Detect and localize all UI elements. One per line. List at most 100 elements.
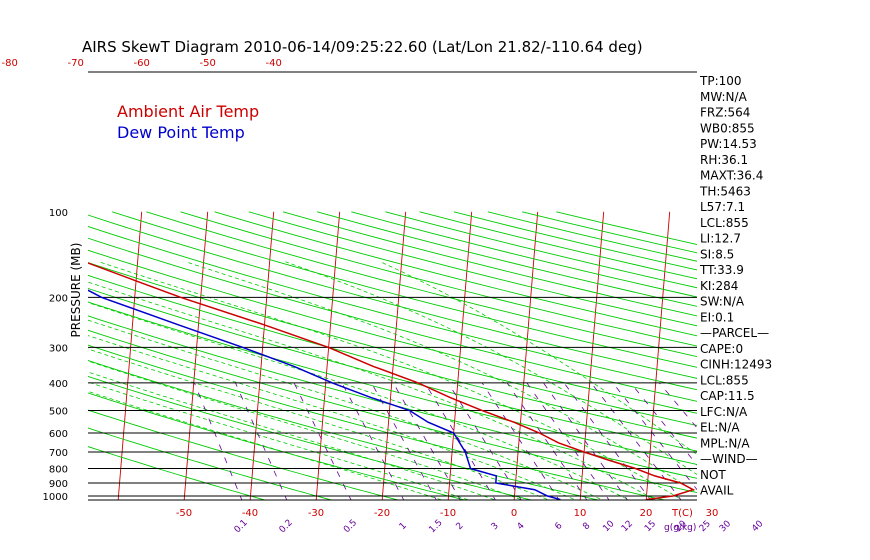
mixing-ratio-line: [630, 382, 697, 466]
index-value: TP:100: [699, 74, 742, 88]
legend-dewpoint: Dew Point Temp: [117, 123, 245, 142]
mixing-ratio-unit: g(g/kg): [664, 523, 696, 533]
dry-adiabat-line: [88, 344, 667, 500]
dry-adiabat-line: [88, 360, 600, 500]
mixing-ratio-tick-label: 6: [553, 521, 564, 532]
mixing-ratio-line: [563, 382, 652, 500]
mixing-ratio-tick-label: 25: [698, 519, 713, 534]
index-value: CAP:11.5: [700, 389, 755, 403]
dry-adiabat-line: [248, 211, 697, 327]
index-value: LFC:N/A: [700, 405, 748, 419]
bottom-temp-tick-label: -30: [308, 508, 324, 519]
mixing-ratio-tick-label: 12: [620, 519, 635, 534]
mixing-ratio-line: [612, 382, 697, 491]
pressure-tick-label: 400: [49, 379, 68, 390]
mixing-ratio-line: [341, 382, 405, 500]
mixing-ratio-line: [543, 382, 628, 500]
index-value: —WIND—: [700, 452, 758, 466]
index-value: —PARCEL—: [700, 326, 769, 340]
dry-adiabat-line: [88, 427, 333, 500]
chart-title: AIRS SkewT Diagram 2010-06-14/09:25:22.6…: [82, 38, 643, 56]
mixing-ratio-line: [371, 382, 437, 500]
legend-temp: Ambient Air Temp: [117, 102, 259, 121]
isotherm-line: [579, 211, 605, 500]
dry-adiabat-line: [88, 392, 467, 500]
index-value: MAXT:36.4: [700, 169, 763, 183]
mixing-ratio-tick-label: 15: [643, 519, 658, 534]
isotherm-line: [315, 211, 341, 500]
index-value: EI:0.1: [700, 310, 734, 324]
mixing-ratio-line: [659, 382, 697, 429]
y-axis-label: PRESSURE (MB): [69, 243, 83, 338]
bottom-temp-tick-label: -50: [176, 508, 192, 519]
temperature-profile-line: [88, 262, 696, 500]
isotherm-line: [249, 211, 275, 500]
mixing-ratio-tick-label: 2: [455, 521, 466, 532]
mixing-ratio-tick-label: 30: [718, 519, 733, 534]
dry-adiabat-line: [88, 287, 697, 452]
index-value: EL:N/A: [700, 421, 740, 435]
dry-adiabat-line: [487, 211, 697, 262]
index-value: RH:36.1: [700, 153, 748, 167]
isotherm-line: [381, 211, 407, 500]
dry-adiabat-line: [112, 211, 697, 368]
index-value: TH:5463: [699, 184, 751, 198]
bottom-temp-tick-label: 30: [706, 508, 719, 519]
index-value: CAPE:0: [700, 342, 743, 356]
mixing-ratio-tick-label: 3: [490, 521, 501, 532]
isotherm-line: [513, 211, 539, 500]
pressure-tick-label: 300: [49, 343, 68, 354]
index-value: LCL:855: [700, 216, 749, 230]
dry-adiabat-line: [88, 274, 697, 439]
dry-adiabat-line: [146, 211, 697, 358]
isotherm-line: [0, 212, 10, 502]
index-value: WB0:855: [700, 121, 755, 135]
dry-adiabat-line: [453, 211, 697, 271]
index-value: L57:7.1: [700, 200, 745, 214]
isotherm-line: [117, 211, 143, 500]
dry-adiabat-line: [88, 315, 697, 479]
mixing-ratio-line: [235, 382, 288, 500]
dry-adiabat-line: [88, 214, 697, 379]
profile-series: [88, 262, 696, 500]
mixing-ratio-line: [506, 382, 588, 500]
mixing-ratio-tick-label: 8: [581, 521, 592, 532]
index-value: PW:14.53: [700, 137, 757, 151]
dry-adiabat-line: [214, 211, 697, 337]
mixing-ratio-tick-label: 4: [516, 521, 527, 532]
index-value: KI:284: [700, 279, 738, 293]
index-value: TT:33.9: [699, 263, 744, 277]
mixing-ratio-tick-label: 1.5: [427, 518, 444, 535]
dewpoint-profile-line: [88, 289, 561, 500]
grid-lines: [0, 211, 868, 502]
pressure-tick-label: 600: [49, 429, 68, 440]
dry-adiabat-line: [88, 249, 697, 414]
index-value: MW:N/A: [700, 90, 748, 104]
top-temp-tick-label: -80: [2, 58, 18, 69]
pressure-tick-label: 700: [49, 448, 68, 459]
pressure-tick-label: 800: [49, 464, 68, 475]
bottom-temp-tick-label: -10: [440, 508, 456, 519]
index-value: LI:12.7: [700, 232, 741, 246]
mixing-ratio-tick-label: 40: [750, 519, 765, 534]
index-value: MPL:N/A: [700, 436, 750, 450]
bottom-temp-tick-label: 10: [574, 508, 587, 519]
pressure-tick-label: 200: [49, 293, 68, 304]
mixing-ratio-line: [447, 382, 522, 500]
dry-adiabat-line: [88, 226, 697, 391]
isotherm-line: [844, 212, 868, 502]
index-value: LCL:855: [700, 373, 749, 387]
dry-adiabat-line: [88, 446, 267, 500]
index-value: CINH:12493: [700, 358, 772, 372]
pressure-tick-label: 900: [49, 479, 68, 490]
dry-adiabat-line: [88, 409, 400, 500]
top-temp-tick-label: -70: [68, 58, 84, 69]
pressure-tick-label: 100: [49, 208, 68, 219]
mixing-ratio-tick-label: 0.5: [342, 518, 359, 535]
isotherm-line: [778, 212, 802, 502]
pressure-tick-label: 500: [49, 406, 68, 417]
dry-adiabat-line: [521, 211, 697, 254]
mixing-ratio-line: [481, 382, 560, 500]
